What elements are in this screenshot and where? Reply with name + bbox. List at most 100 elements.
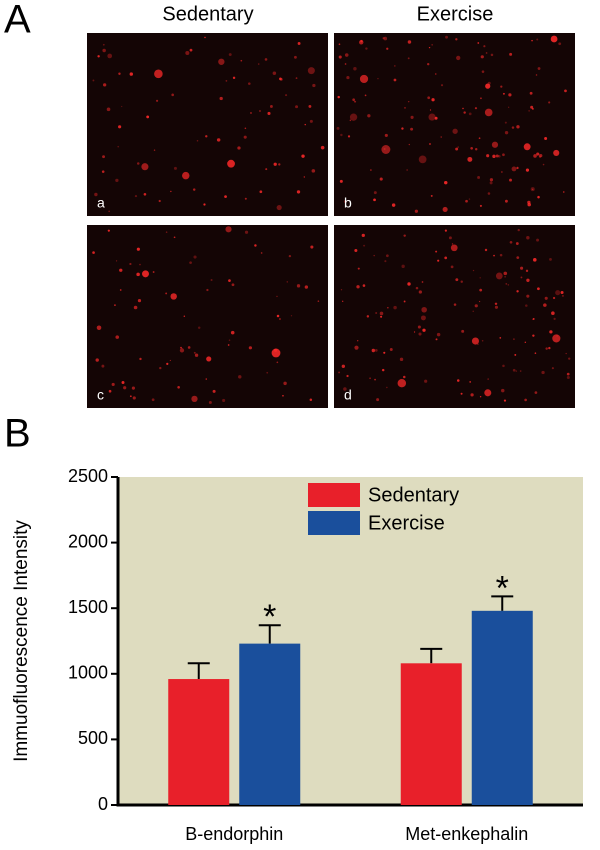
fluorescent-spot [118, 125, 122, 129]
fluorescent-spot [193, 351, 196, 354]
fluorescent-spot [391, 203, 396, 207]
fluorescent-spot [552, 296, 556, 300]
fluorescent-spot [179, 348, 185, 353]
fluorescent-spot [115, 260, 118, 262]
fluorescent-spot [208, 400, 212, 404]
fluorescent-spot [375, 312, 378, 315]
fluorescent-spot [232, 76, 236, 80]
fluorescent-spot [401, 264, 405, 269]
fluorescent-spot [509, 240, 513, 244]
fluorescent-spot [244, 197, 247, 200]
fluorescent-spot [121, 105, 123, 108]
fluorescent-spot [278, 318, 281, 321]
fluorescent-spot [537, 195, 540, 199]
column-title: Exercise [417, 3, 494, 25]
fluorescent-spot [501, 388, 505, 393]
fluorescent-spot [542, 163, 545, 166]
fluorescent-spot [403, 234, 406, 237]
fluorescent-spot [159, 366, 162, 370]
fluorescent-spot [495, 272, 503, 280]
fluorescent-spot [553, 149, 560, 156]
fluorescent-spot [107, 53, 113, 59]
fluorescent-spot [450, 265, 454, 269]
fluorescent-spot [304, 285, 309, 289]
y-tick-label: 2000 [68, 531, 108, 551]
panel-label: B [4, 412, 31, 456]
fluorescent-spot [539, 154, 543, 158]
fluorescent-spot [352, 98, 356, 102]
fluorescent-spot [196, 139, 199, 142]
fluorescent-spot [422, 328, 426, 332]
fluorescent-spot [404, 107, 406, 109]
fluorescent-spot [463, 111, 466, 114]
y-tick-label: 1500 [68, 597, 108, 617]
fluorescent-spot [513, 338, 515, 340]
fluorescent-spot [180, 346, 182, 349]
fluorescent-spot [182, 171, 190, 180]
fluorescent-spot [544, 137, 548, 140]
fluorescent-spot [386, 386, 388, 389]
fluorescent-spot [354, 345, 359, 350]
fluorescent-spot [551, 367, 554, 370]
fluorescent-spot [346, 75, 350, 80]
fluorescent-spot [97, 55, 100, 58]
y-tick-label: 0 [98, 794, 108, 814]
fluorescent-spot [338, 43, 341, 46]
fluorescent-spot [564, 89, 567, 93]
fluorescent-spot [437, 259, 440, 262]
fluorescent-spot [485, 52, 488, 54]
fluorescent-spot [484, 248, 488, 252]
y-tick-label: 1000 [68, 663, 108, 683]
bar [471, 610, 533, 805]
fluorescent-spot [192, 188, 196, 191]
fluorescent-spot [356, 340, 359, 342]
fluorescent-spot [250, 112, 252, 114]
fluorescent-spot [286, 281, 288, 283]
fluorescent-spot [418, 290, 422, 294]
fluorescent-spot [132, 396, 136, 400]
fluorescent-spot [565, 352, 567, 355]
micrograph [334, 33, 575, 216]
fluorescent-spot [536, 38, 539, 41]
fluorescent-spot [354, 100, 357, 103]
fluorescent-spot [479, 288, 483, 292]
fluorescent-spot [470, 146, 473, 150]
fluorescent-spot [118, 72, 121, 75]
fluorescent-spot [131, 386, 135, 390]
fluorescent-spot [435, 73, 437, 75]
fluorescent-spot [489, 181, 493, 185]
fluorescent-spot [129, 395, 132, 398]
fluorescent-spot [455, 38, 458, 41]
fluorescent-spot [548, 346, 551, 350]
fluorescent-spot [189, 48, 193, 52]
fluorescent-spot [444, 229, 447, 232]
fluorescent-spot [259, 190, 263, 194]
fluorescent-spot [230, 330, 235, 335]
fluorescent-spot [399, 357, 404, 362]
fluorescent-spot [555, 290, 561, 296]
fluorescent-spot [227, 159, 235, 168]
fluorescent-spot [430, 194, 433, 197]
fluorescent-spot [166, 362, 169, 366]
fluorescent-spot [295, 77, 298, 80]
fluorescent-spot [520, 276, 523, 279]
fluorescent-spot [407, 100, 410, 103]
fluorescent-spot [258, 109, 261, 112]
fluorescent-spot [505, 199, 508, 203]
fluorescent-spot [448, 236, 452, 240]
fluorescent-spot [123, 386, 127, 390]
fluorescent-spot [222, 398, 226, 402]
error-bar [187, 662, 210, 680]
fluorescent-spot [536, 238, 539, 242]
fluorescent-spot [494, 305, 499, 309]
fluorescent-spot [444, 256, 448, 260]
fluorescent-spot [415, 286, 419, 290]
fluorescent-spot [568, 357, 571, 360]
fluorescent-spot [525, 304, 528, 307]
fluorescent-spot [549, 257, 552, 261]
fluorescent-spot [481, 340, 484, 342]
fluorescent-spot [296, 284, 301, 288]
fluorescent-spot [270, 105, 273, 108]
fluorescent-spot [479, 204, 482, 207]
fluorescent-spot [490, 53, 494, 57]
